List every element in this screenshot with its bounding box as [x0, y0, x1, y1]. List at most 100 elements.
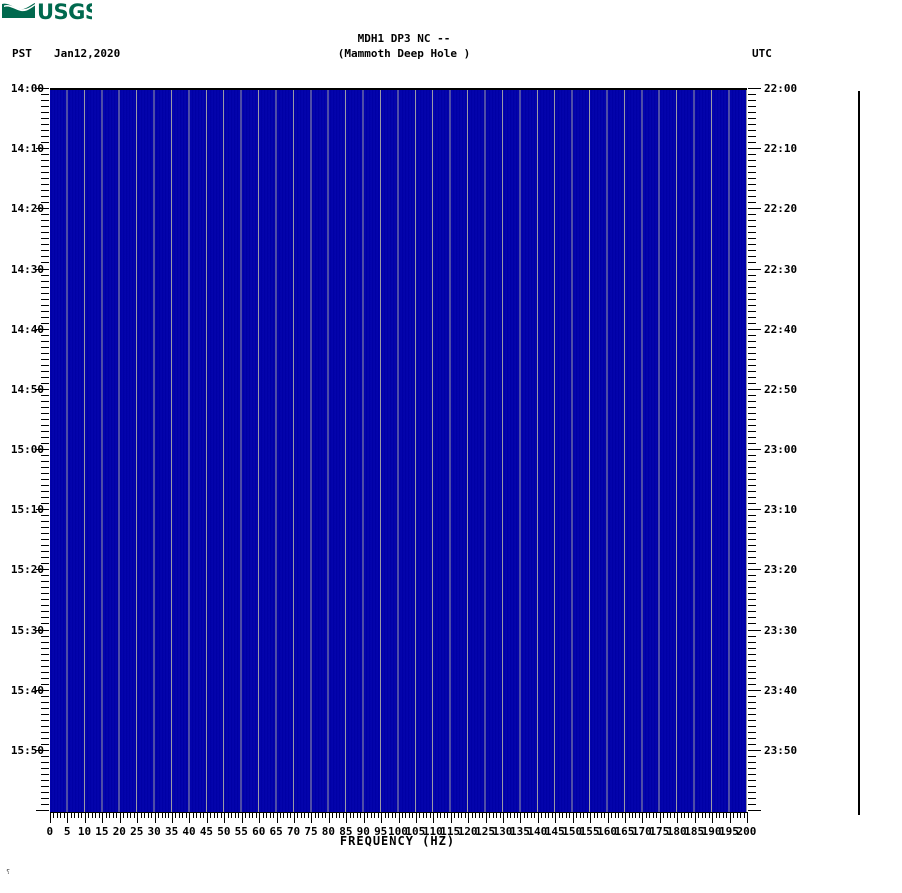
y-minor-tick-right [748, 737, 756, 739]
y-tick-label-right: 22:30 [764, 262, 798, 276]
y-minor-tick-left [41, 503, 49, 505]
x-major-tick [84, 812, 86, 823]
y-minor-tick-left [41, 418, 49, 420]
y-tick-label-left: 15:10 [10, 503, 44, 517]
x-major-tick [311, 812, 313, 823]
y-minor-tick-left [41, 310, 49, 312]
y-minor-tick-right [748, 473, 756, 475]
y-minor-tick-left [41, 406, 49, 408]
y-minor-tick-right [748, 232, 756, 234]
y-minor-tick-right [748, 310, 756, 312]
y-minor-tick-left [41, 683, 49, 685]
x-major-tick [102, 812, 104, 823]
y-tick-label-left: 14:40 [10, 322, 44, 336]
y-minor-tick-left [41, 725, 49, 727]
y-tick-label-right: 23:50 [764, 743, 798, 757]
y-minor-tick-left [41, 346, 49, 348]
y-major-tick-left [36, 328, 49, 330]
y-minor-tick-right [748, 322, 756, 324]
x-major-tick [747, 812, 748, 823]
y-minor-tick-left [41, 779, 49, 781]
y-minor-tick-right [748, 653, 756, 655]
x-major-tick [119, 812, 121, 823]
x-major-tick [346, 812, 348, 823]
chart-title-line1-text: MDH1 DP3 NC -- [357, 32, 451, 45]
y-minor-tick-left [41, 767, 49, 769]
y-major-tick-left [36, 449, 49, 450]
y-tick-label-left: 15:00 [10, 443, 44, 456]
y-minor-tick-left [41, 250, 49, 252]
x-major-tick [485, 812, 487, 823]
y-minor-tick-left [41, 430, 49, 432]
y-minor-tick-right [748, 352, 756, 354]
y-minor-tick-left [41, 244, 49, 246]
y-minor-tick-left [41, 635, 49, 637]
y-minor-tick-right [748, 226, 756, 228]
y-minor-tick-right [748, 707, 756, 709]
x-major-tick [67, 812, 69, 823]
y-minor-tick-right [748, 94, 756, 96]
x-major-tick [241, 812, 243, 823]
y-tick-label-right: 22:10 [764, 142, 798, 156]
y-minor-tick-left [41, 178, 49, 180]
y-minor-tick-right [748, 743, 756, 745]
x-major-tick [520, 812, 522, 823]
y-minor-tick-right [748, 713, 756, 715]
y-minor-tick-left [41, 563, 49, 565]
y-minor-tick-right [748, 178, 756, 180]
x-major-tick [677, 812, 679, 823]
y-minor-tick-right [748, 485, 756, 487]
y-minor-tick-left [41, 473, 49, 475]
y-minor-tick-left [41, 292, 49, 294]
y-minor-tick-left [41, 539, 49, 541]
chart-title-line2: (Mammoth Deep Hole ) [0, 47, 902, 60]
x-major-tick [415, 812, 417, 823]
y-minor-tick-right [748, 803, 756, 805]
y-minor-tick-right [748, 124, 756, 126]
x-major-tick [189, 812, 191, 823]
x-major-tick [206, 812, 208, 823]
y-minor-tick-right [748, 545, 756, 547]
y-minor-tick-right [748, 623, 756, 625]
y-minor-tick-right [748, 695, 756, 697]
y-minor-tick-right [748, 418, 756, 420]
y-minor-tick-left [41, 521, 49, 523]
y-minor-tick-right [748, 773, 756, 775]
y-minor-tick-right [748, 106, 756, 108]
x-major-tick [363, 812, 365, 823]
y-minor-tick-left [41, 785, 49, 787]
y-minor-tick-left [41, 394, 49, 396]
y-tick-label-left: 14:00 [10, 82, 44, 95]
y-major-tick-right [748, 509, 761, 511]
y-minor-tick-left [41, 442, 49, 444]
y-minor-tick-left [41, 400, 49, 402]
y-minor-tick-left [41, 791, 49, 793]
y-minor-tick-left [41, 713, 49, 715]
y-minor-tick-left [41, 100, 49, 102]
y-minor-tick-right [748, 166, 756, 168]
y-major-tick-left [36, 208, 49, 210]
y-minor-tick-left [41, 677, 49, 679]
y-minor-tick-right [748, 539, 756, 541]
x-major-tick [154, 812, 156, 823]
y-minor-tick-right [748, 334, 756, 336]
x-major-tick [433, 812, 435, 823]
y-minor-tick-right [748, 382, 756, 384]
y-minor-tick-left [41, 659, 49, 661]
y-minor-tick-left [41, 545, 49, 547]
x-major-tick [607, 812, 609, 823]
x-major-tick [381, 812, 383, 823]
y-minor-tick-right [748, 593, 756, 595]
y-minor-tick-right [748, 154, 756, 156]
y-major-tick-right [748, 569, 761, 571]
y-minor-tick-right [748, 599, 756, 601]
x-major-tick [450, 812, 452, 823]
y-minor-tick-left [41, 593, 49, 595]
y-minor-tick-left [41, 665, 49, 667]
y-minor-tick-left [41, 106, 49, 108]
y-minor-tick-right [748, 340, 756, 342]
x-major-tick [293, 812, 295, 823]
y-minor-tick-left [41, 214, 49, 216]
y-minor-tick-left [41, 136, 49, 138]
y-minor-tick-right [748, 430, 756, 432]
